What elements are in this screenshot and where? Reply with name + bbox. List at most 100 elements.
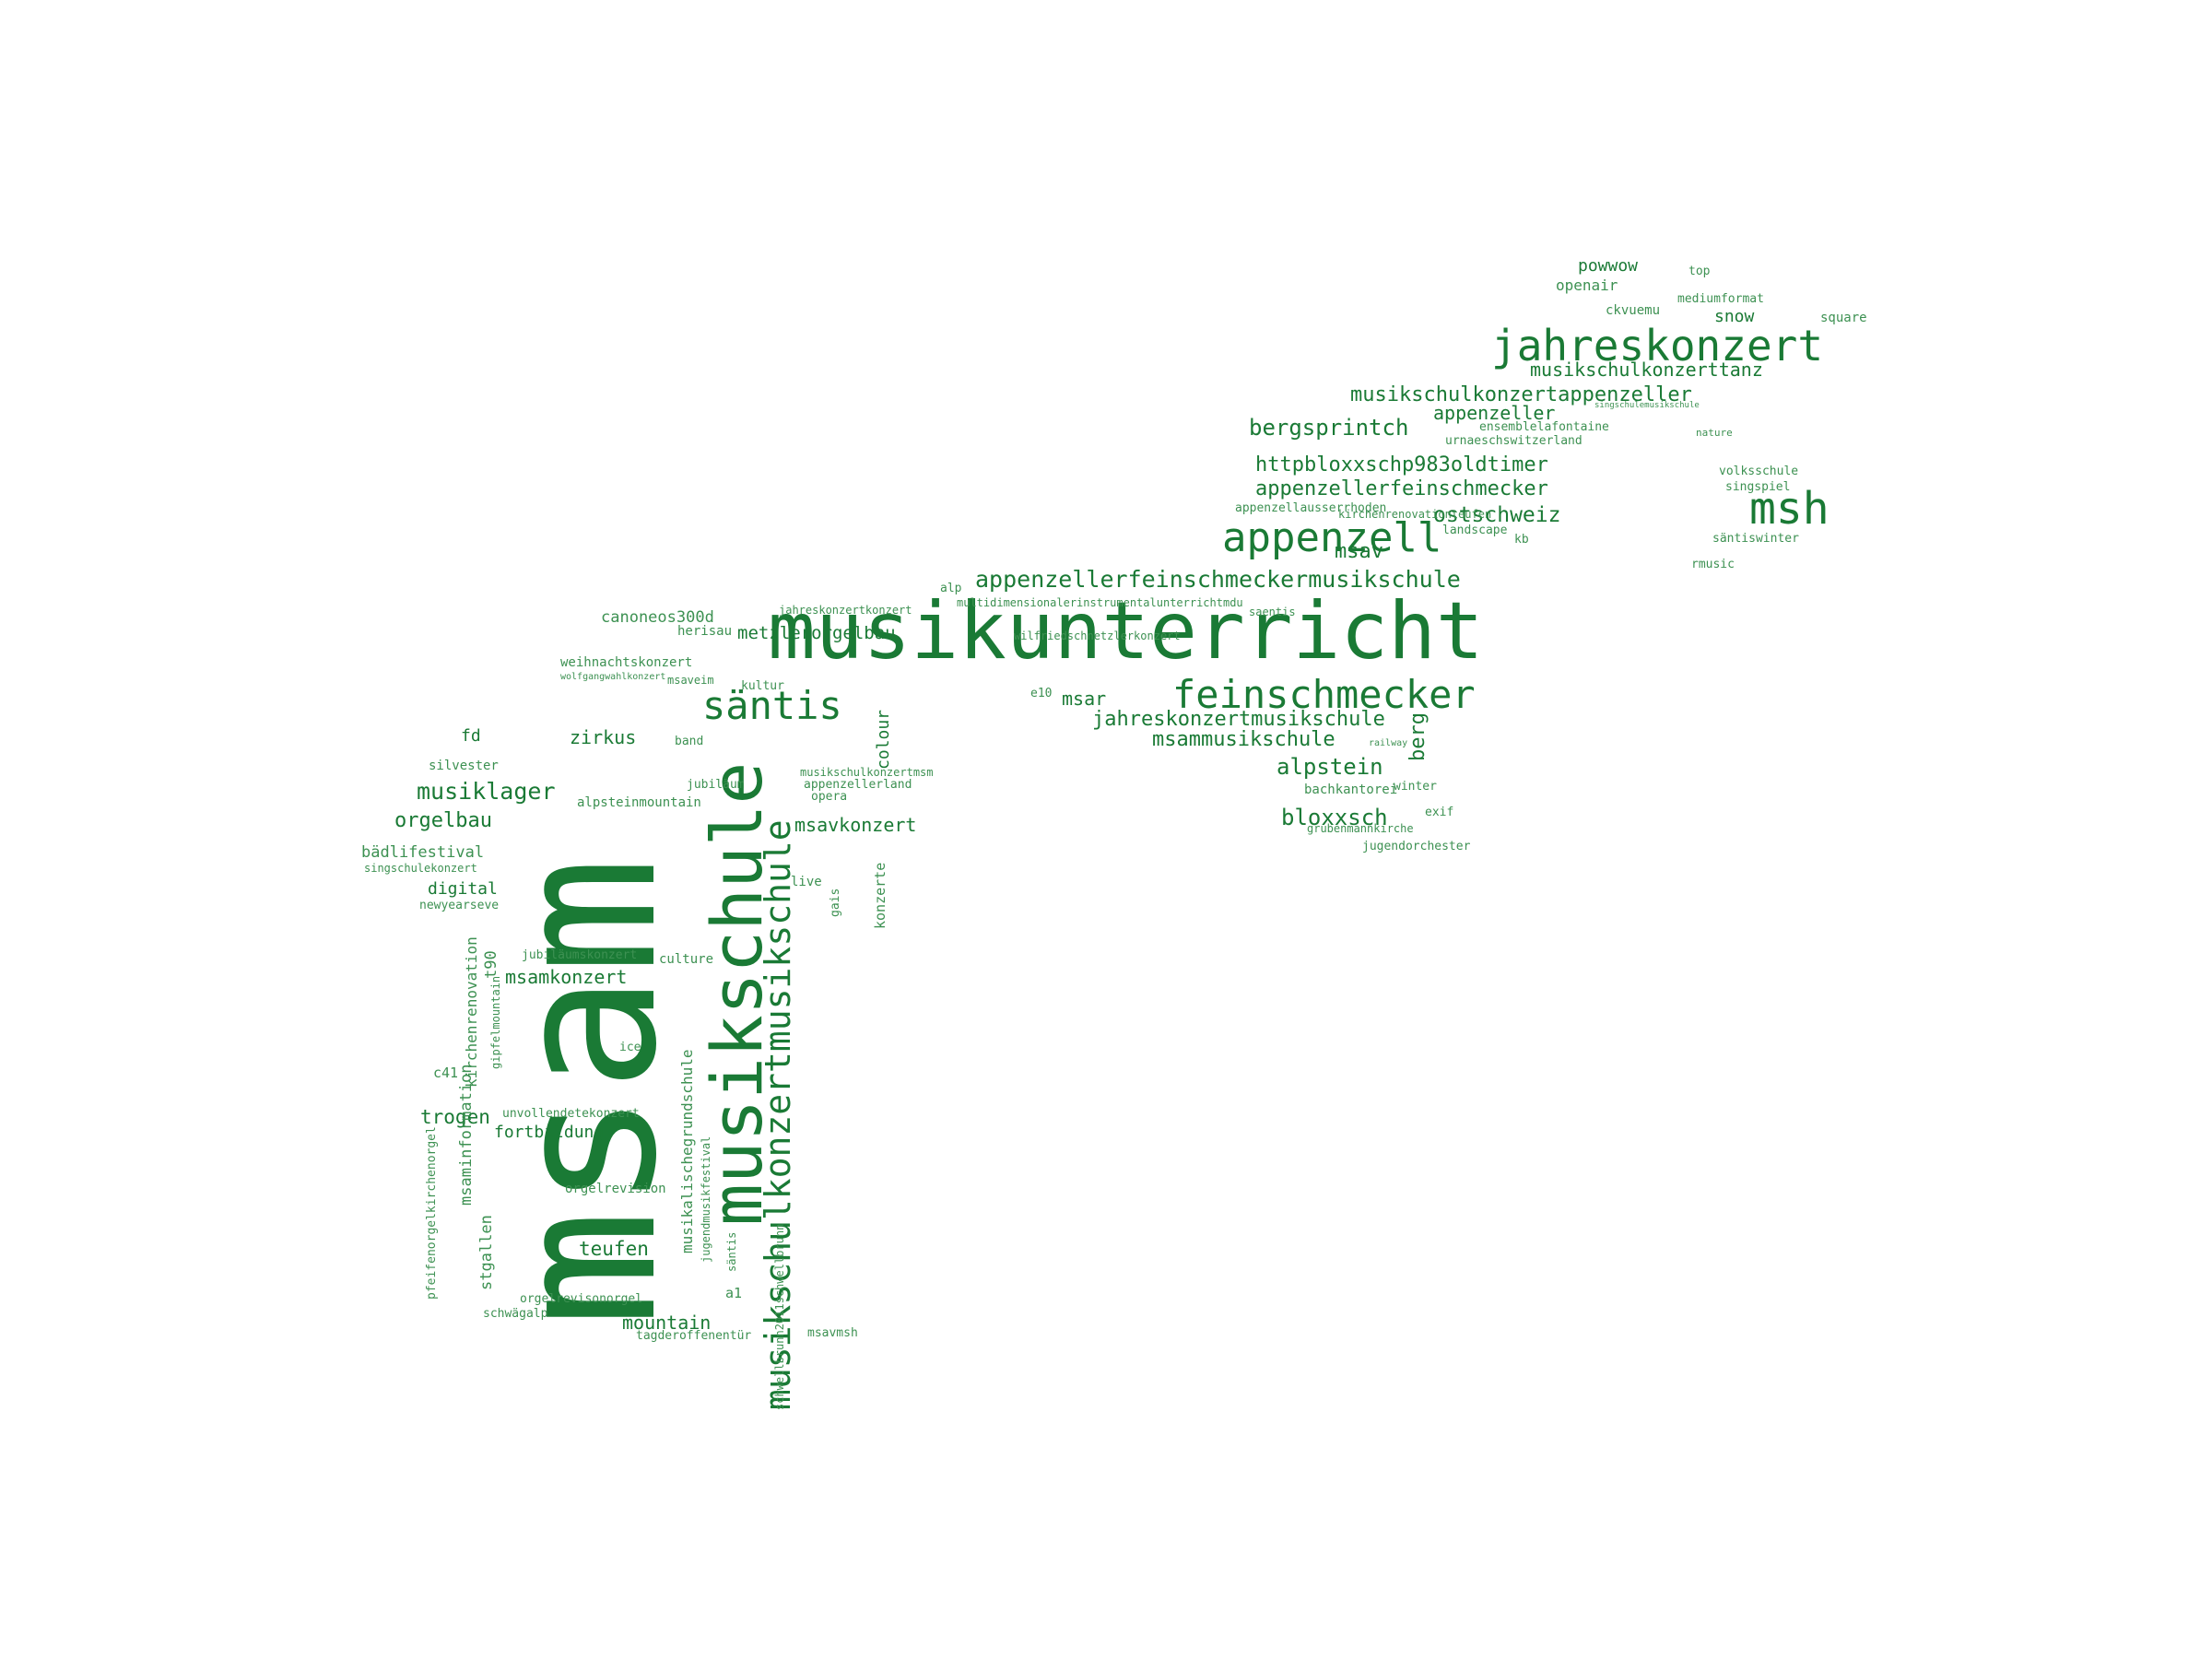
word-msh: msh (1749, 483, 1830, 535)
word-bloxxsch: bloxxsch (1281, 805, 1388, 830)
word-appenzellerfeinschmecker: appenzellerfeinschmecker (1255, 477, 1548, 500)
word-ckvuemu: ckvuemu (1606, 303, 1661, 318)
word-alp: alp (940, 582, 962, 595)
word-berg: berg (1406, 712, 1430, 761)
word-digital: digital (428, 879, 498, 899)
word-teufen: teufen (579, 1238, 649, 1260)
word-badlifestival: bädlifestival (361, 843, 485, 862)
word-exif: exif (1425, 806, 1454, 819)
word-jahreskonzertmusikschule: jahreskonzertmusikschule (1092, 708, 1385, 731)
word-httpbloxxschp983oldtimer: httpbloxxschp983oldtimer (1255, 453, 1548, 477)
word-rmusic: rmusic (1691, 558, 1735, 571)
word-singspiel: singspiel (1725, 480, 1791, 494)
word-winter: winter (1394, 780, 1437, 794)
word-silvester: silvester (429, 759, 499, 773)
word-snow: snow (1714, 307, 1755, 326)
word-ensemblelafontaine: ensemblelafontaine (1479, 420, 1609, 434)
word-wolfgangwahlkonzert: wolfgangwahlkonzert (560, 672, 666, 682)
word-fd: fd (461, 726, 481, 746)
word-openair: openair (1556, 276, 1618, 294)
word-orgelrevisonorgel: orgelrevisonorgel (520, 1292, 643, 1306)
word-msamkonzert: msamkonzert (505, 966, 628, 988)
word-santis-small: säntis (725, 1231, 738, 1272)
word-jahreskonzertkonzert: jahreskonzertkonzert (779, 604, 912, 617)
word-jubilaum: jubiläum (687, 778, 745, 792)
word-nature: nature (1696, 427, 1733, 439)
word-singschulemusikschule: singschulemusikschule (1594, 401, 1700, 410)
word-singschulekonzert: singschulekonzert (364, 862, 477, 875)
word-schwellbrunn: schwellbrunn2011schwellbrunn (773, 1223, 786, 1410)
word-unvollendetekonzert: unvollendetekonzert (502, 1107, 640, 1121)
word-grubenmannkirche: grubenmannkirche (1307, 822, 1414, 835)
word-saentis: saentis (1249, 606, 1296, 618)
word-metzlerorgelbau: metzlerorgelbau (737, 623, 896, 643)
word-alpsteinmountain: alpsteinmountain (577, 795, 701, 810)
word-e10: e10 (1030, 687, 1053, 700)
word-musikunterricht: musikunterricht (768, 585, 1484, 677)
word-jugendmusikfestival: jugendmusikfestival (700, 1135, 712, 1263)
word-appenzellausserrhoden: appenzellausserrhoden (1235, 501, 1387, 515)
word-konzerte: konzerte (872, 862, 888, 929)
word-gais: gais (829, 888, 842, 917)
word-landscape: landscape (1442, 524, 1508, 537)
word-appenzell: appenzell (1222, 514, 1442, 561)
word-live: live (791, 875, 822, 889)
word-bergsprintch: bergsprintch (1249, 415, 1409, 441)
word-volksschule: volksschule (1719, 465, 1799, 478)
word-appenzellerfeinschmeckermusikschule: appenzellerfeinschmeckermusikschule (975, 566, 1461, 593)
word-top: top (1688, 265, 1711, 278)
word-kirchenrenovationteufen: kirchenrenovationteufen (1338, 508, 1492, 521)
word-fortbildung: fortbildung (494, 1123, 605, 1142)
word-appenzeller: appenzeller (1433, 402, 1556, 424)
word-ice: ice (619, 1041, 641, 1054)
word-msavmsh: msavmsh (807, 1326, 858, 1340)
word-musikschulkonzerttanz: musikschulkonzerttanz (1530, 359, 1763, 381)
word-urnaeschswitzerland: urnaeschswitzerland (1445, 434, 1583, 448)
word-zirkus: zirkus (570, 726, 637, 748)
word-stgallen: stgallen (477, 1215, 496, 1290)
word-trogen: trogen (420, 1106, 490, 1128)
word-culture: culture (659, 952, 714, 967)
word-orgelrevision: orgelrevision (565, 1182, 666, 1196)
word-msav: msav (1335, 540, 1383, 563)
word-ostschweiz: ostschweiz (1433, 503, 1561, 527)
word-powwow: powwow (1578, 256, 1639, 276)
word-opera: opera (811, 790, 848, 804)
word-herisau: herisau (677, 624, 733, 639)
word-musikschulkonzertappenzeller: musikschulkonzertappenzeller (1350, 383, 1692, 406)
word-jubilaumskonzert: jubiläumskonzert (522, 948, 638, 962)
word-appenzellerland: appenzellerland (804, 778, 912, 792)
word-musikalischegrundschule: musikalischegrundschule (678, 1049, 696, 1253)
word-mediumformat: mediumformat (1677, 292, 1764, 306)
word-santiswinter: säntiswinter (1712, 532, 1799, 546)
word-schwagalp: schwägalp (483, 1307, 548, 1321)
word-wilfriedschnetzlerkonzert: wilfriedschnetzlerkonzert (1014, 629, 1181, 642)
word-kirchenrenovation: kirchenrenovation (463, 936, 480, 1088)
word-weihnachtskonzert: weihnachtskonzert (560, 655, 693, 670)
word-msammusikschule: msammusikschule (1152, 728, 1335, 751)
word-msaveim: msaveim (667, 674, 714, 687)
word-orgelbau: orgelbau (394, 809, 492, 832)
word-santis: säntis (702, 683, 842, 728)
word-t90: t90 (482, 950, 500, 979)
word-musikschulkonzertmsm: musikschulkonzertmsm (800, 766, 934, 779)
word-feinschmecker: feinschmecker (1172, 672, 1476, 717)
word-musiklager: musiklager (417, 778, 556, 805)
word-square: square (1820, 311, 1867, 325)
word-mountain: mountain (622, 1312, 712, 1334)
word-jugendorchester: jugendorchester (1362, 840, 1471, 853)
word-colour: colour (874, 709, 893, 770)
word-bachkantorei: bachkantorei (1304, 782, 1398, 797)
word-a1: a1 (725, 1285, 743, 1301)
word-band: band (675, 735, 704, 748)
word-tagderoffenentur: tagderoffenentür (636, 1329, 752, 1343)
word-gipfelmountain: gipfelmountain (489, 975, 502, 1069)
word-msavkonzert: msavkonzert (794, 814, 917, 836)
word-kultur: kultur (741, 679, 784, 693)
word-multidimensionaler: multidimensionalerinstrumentalunterricht… (957, 596, 1243, 609)
word-alpstein: alpstein (1277, 754, 1383, 780)
word-msar: msar (1062, 688, 1107, 710)
word-jahreskonzert: jahreskonzert (1491, 321, 1824, 371)
word-canoneos300d: canoneos300d (601, 608, 714, 627)
